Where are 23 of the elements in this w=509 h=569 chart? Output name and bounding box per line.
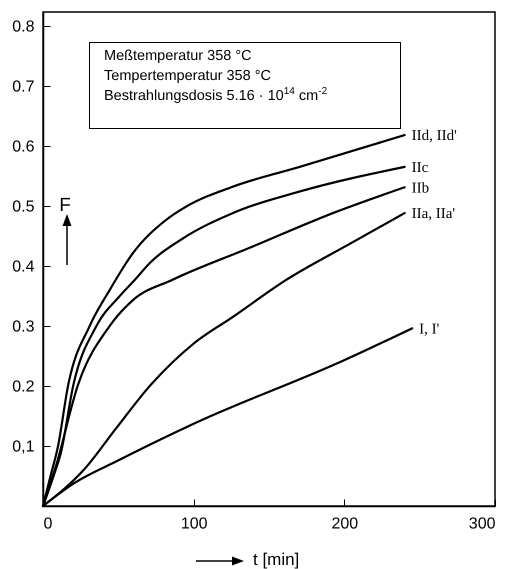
x-tick-label: 300 (468, 516, 496, 532)
text-frame: Meßtemperatur 358 °C Tempertemperatur 358 °C Bestrahlungsdosis 5.16 · 10$^{14}$ cm$^{-2}$ (89, 42, 401, 129)
x-tick-label: 100 (180, 516, 208, 532)
y-tick-label: 0.8 (12, 18, 35, 36)
y-tick-label: 0.5 (12, 198, 35, 216)
y-tick-label: 0.4 (12, 258, 35, 276)
x-axis-title: t [min] (253, 550, 300, 569)
series-label: IIa, IIa' (412, 206, 456, 222)
series-label: IIb (412, 180, 430, 196)
series-label: IIc (412, 160, 429, 176)
series-label: IId, IId' (412, 128, 458, 144)
y-tick-label: 0.7 (12, 78, 35, 96)
y-axis-title: F (59, 195, 71, 216)
series-label: I, I' (419, 321, 440, 338)
x-tick-label: 200 (331, 516, 358, 532)
y-tick-label: 0,1 (12, 438, 35, 456)
y-tick-label: 0.6 (12, 138, 35, 156)
annotation: Bestrahlungsdosis 5.16 · 10$^{14}$ cm$^{-2}$ (104, 86, 328, 106)
annotation: Meßtemperatur 358 °C (104, 47, 253, 66)
annotation: Tempertemperatur 358 °C (104, 67, 272, 86)
x-tick-label: 0 (44, 516, 52, 532)
y-tick-label: 0.3 (12, 318, 35, 336)
y-tick-label: 0.2 (12, 378, 35, 396)
